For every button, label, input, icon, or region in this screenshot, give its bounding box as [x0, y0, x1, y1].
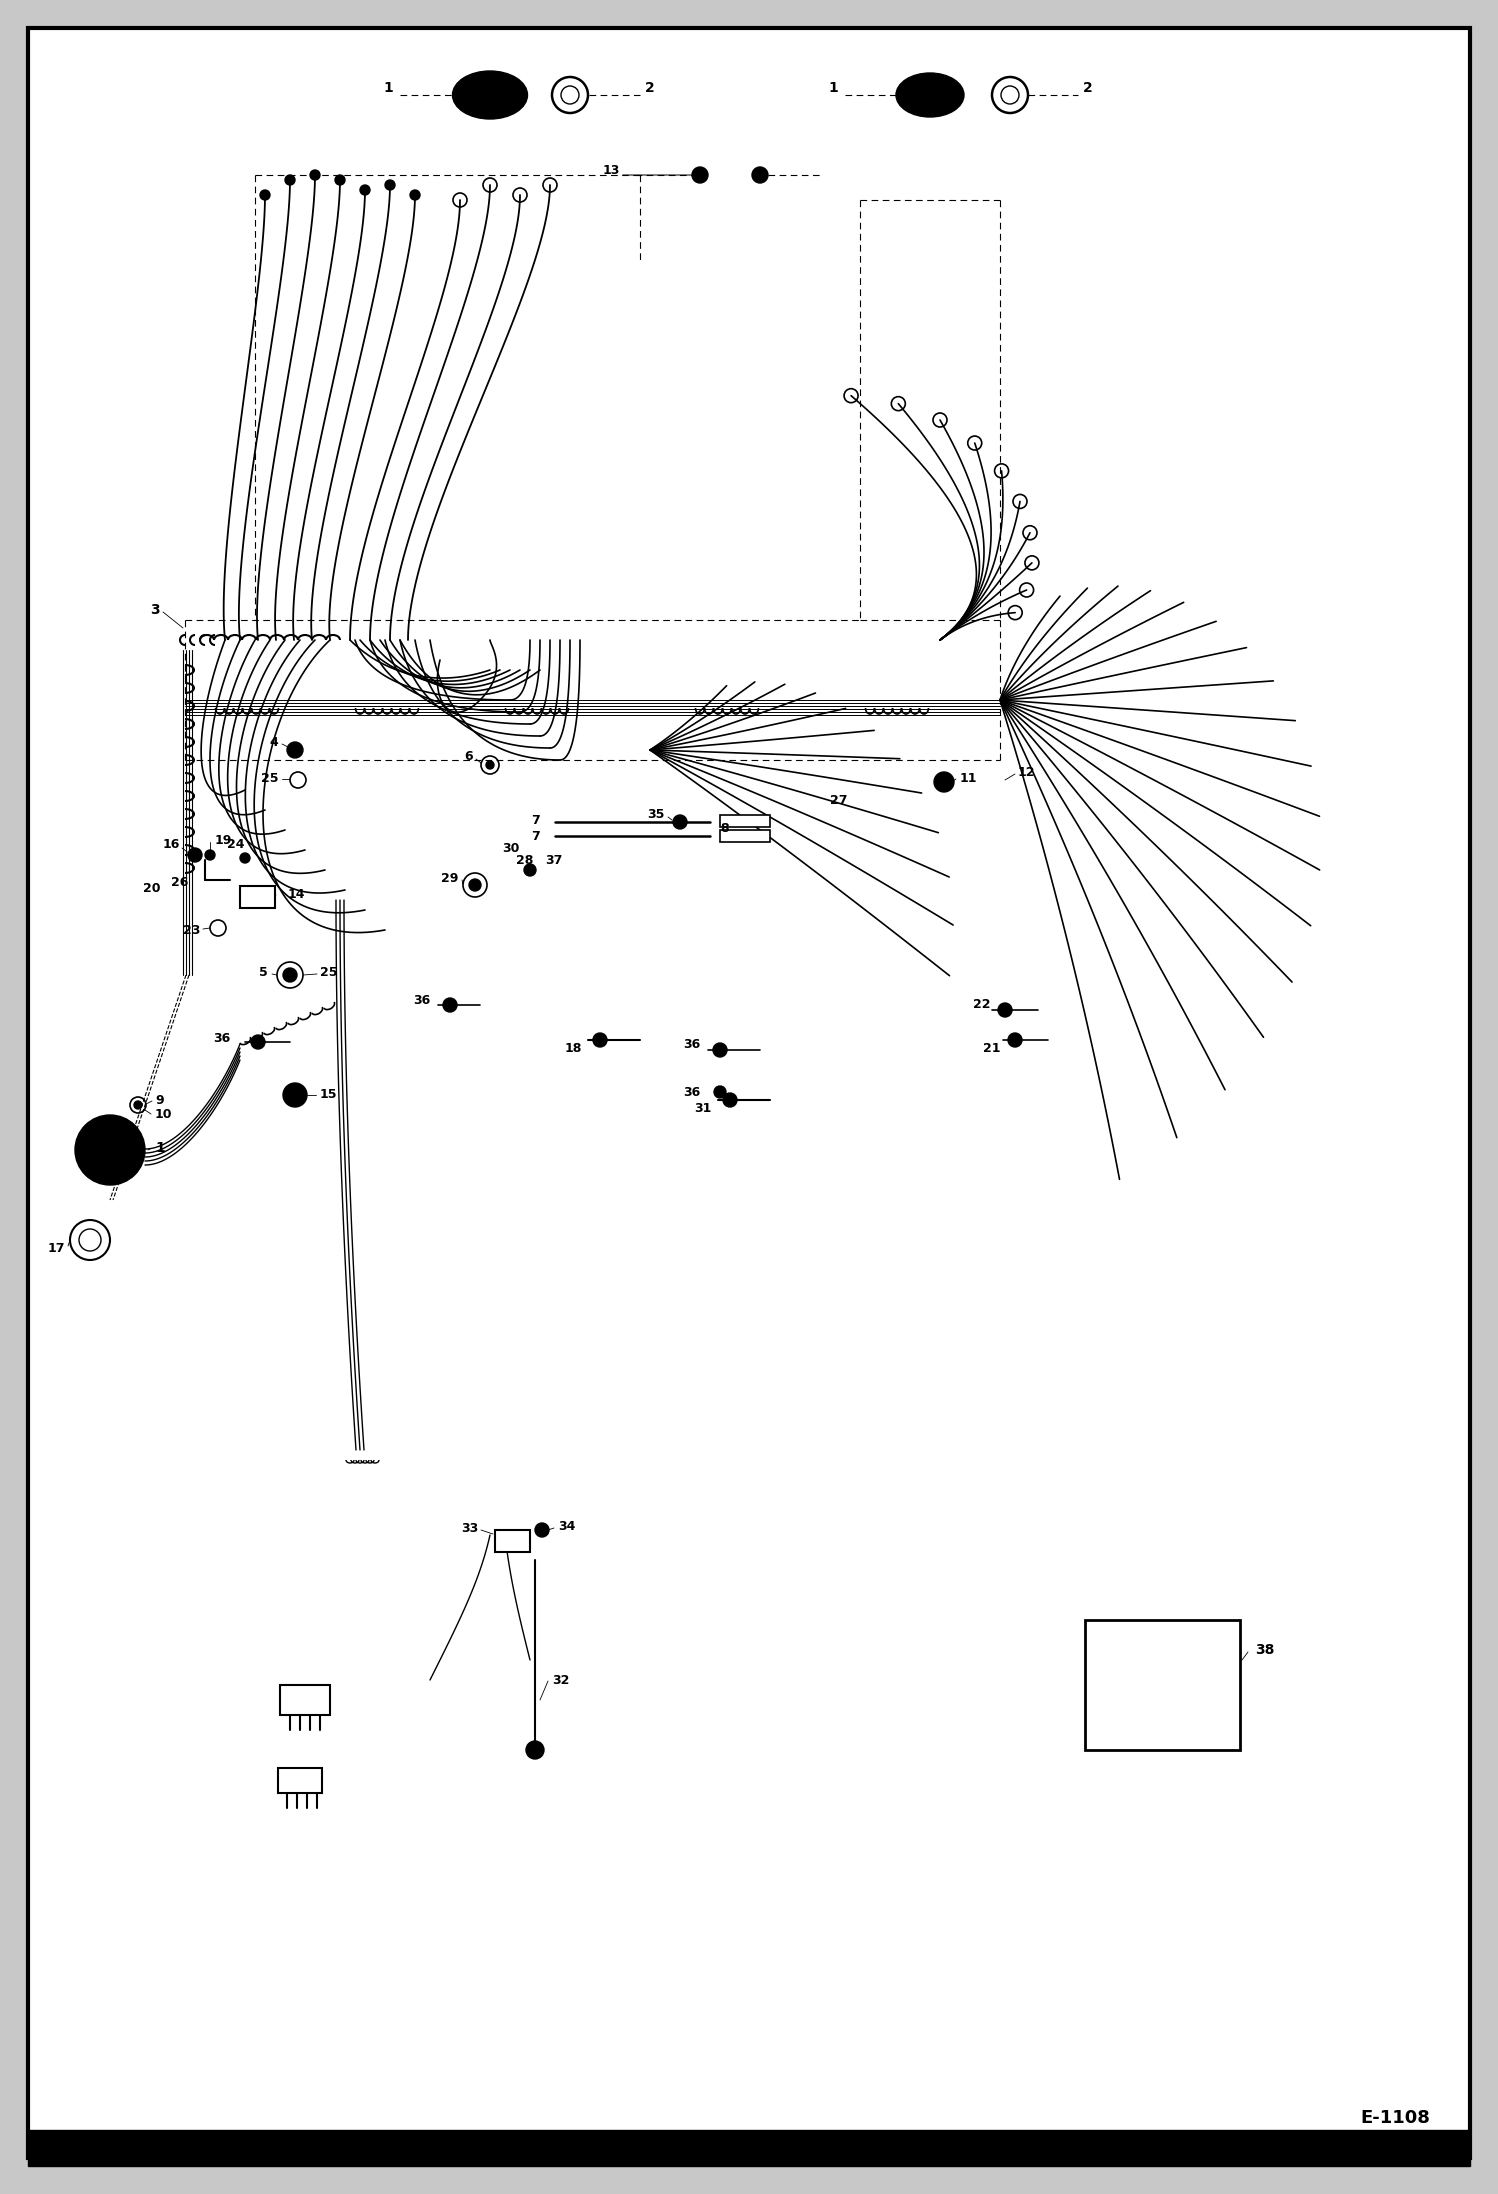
Bar: [721, 829, 770, 842]
Circle shape: [673, 814, 688, 829]
Text: 13: 13: [602, 165, 620, 176]
Circle shape: [469, 880, 481, 891]
Circle shape: [285, 176, 295, 184]
Text: 3: 3: [150, 603, 160, 617]
Text: 6: 6: [464, 750, 473, 764]
Text: 24: 24: [228, 838, 246, 851]
Circle shape: [252, 1036, 265, 1049]
Circle shape: [133, 1101, 142, 1108]
Text: 33: 33: [461, 1520, 478, 1534]
Text: 23: 23: [183, 924, 201, 937]
Text: 10: 10: [154, 1108, 172, 1121]
Text: 7: 7: [532, 832, 539, 842]
Circle shape: [336, 176, 345, 184]
Ellipse shape: [896, 72, 965, 116]
Text: 36: 36: [413, 994, 430, 1007]
Circle shape: [410, 191, 419, 200]
Text: 20: 20: [142, 882, 160, 895]
Circle shape: [283, 968, 297, 983]
Text: 36: 36: [683, 1086, 700, 1099]
Text: 4: 4: [270, 735, 279, 748]
Circle shape: [189, 849, 202, 862]
Circle shape: [360, 184, 370, 195]
Text: 17: 17: [48, 1242, 64, 1255]
Text: 25: 25: [321, 968, 337, 979]
Text: E-1108: E-1108: [1360, 2108, 1431, 2126]
Bar: [1085, 1619, 1240, 1751]
Circle shape: [385, 180, 395, 191]
Bar: [279, 1768, 322, 1792]
Circle shape: [310, 169, 321, 180]
Text: 12: 12: [1019, 766, 1035, 779]
Text: 21: 21: [983, 1042, 1001, 1055]
Circle shape: [535, 1523, 548, 1538]
Circle shape: [75, 1115, 145, 1185]
Text: 15: 15: [321, 1088, 337, 1101]
Text: 26: 26: [171, 875, 189, 889]
Text: 30: 30: [503, 842, 520, 853]
Bar: [280, 1685, 330, 1716]
Circle shape: [205, 849, 216, 860]
Circle shape: [485, 761, 494, 770]
Ellipse shape: [452, 70, 527, 118]
Text: 11: 11: [960, 772, 978, 785]
Circle shape: [1008, 1033, 1022, 1047]
Circle shape: [752, 167, 768, 182]
Circle shape: [524, 864, 536, 875]
Bar: [28, 2130, 1470, 2165]
Text: 9: 9: [154, 1093, 163, 1106]
Text: 2: 2: [646, 81, 655, 94]
Circle shape: [933, 772, 954, 792]
Circle shape: [261, 191, 270, 200]
Text: 31: 31: [695, 1101, 712, 1115]
Text: 28: 28: [517, 853, 533, 867]
Text: 1: 1: [828, 81, 837, 94]
Text: 36: 36: [213, 1031, 231, 1044]
Circle shape: [713, 1042, 727, 1058]
Bar: [494, 1529, 530, 1551]
Text: 29: 29: [440, 871, 458, 884]
Text: 25: 25: [261, 772, 279, 785]
Circle shape: [288, 742, 303, 757]
Text: 1: 1: [154, 1141, 165, 1154]
Text: 22: 22: [972, 998, 990, 1011]
Text: 16: 16: [163, 838, 180, 851]
Circle shape: [998, 1003, 1013, 1018]
Circle shape: [715, 1086, 727, 1097]
Circle shape: [724, 1093, 737, 1108]
Text: 1: 1: [383, 81, 392, 94]
Text: 36: 36: [683, 1038, 700, 1051]
Text: 14: 14: [288, 889, 306, 902]
Text: 2: 2: [1083, 81, 1092, 94]
Text: 5: 5: [259, 968, 268, 979]
Text: 38: 38: [1255, 1643, 1275, 1656]
Circle shape: [593, 1033, 607, 1047]
Circle shape: [526, 1742, 544, 1760]
Text: 27: 27: [830, 794, 848, 807]
Bar: [240, 886, 276, 908]
Text: 37: 37: [545, 853, 562, 867]
Circle shape: [240, 853, 250, 862]
Text: 32: 32: [551, 1674, 569, 1687]
Circle shape: [283, 1084, 307, 1108]
Text: 19: 19: [216, 834, 232, 847]
Circle shape: [692, 167, 709, 182]
Text: 35: 35: [647, 810, 665, 821]
Bar: [721, 814, 770, 827]
Text: 7: 7: [532, 814, 539, 827]
Text: 18: 18: [565, 1042, 583, 1055]
Text: 34: 34: [557, 1520, 575, 1534]
Text: 8: 8: [721, 821, 728, 834]
Circle shape: [443, 998, 457, 1011]
